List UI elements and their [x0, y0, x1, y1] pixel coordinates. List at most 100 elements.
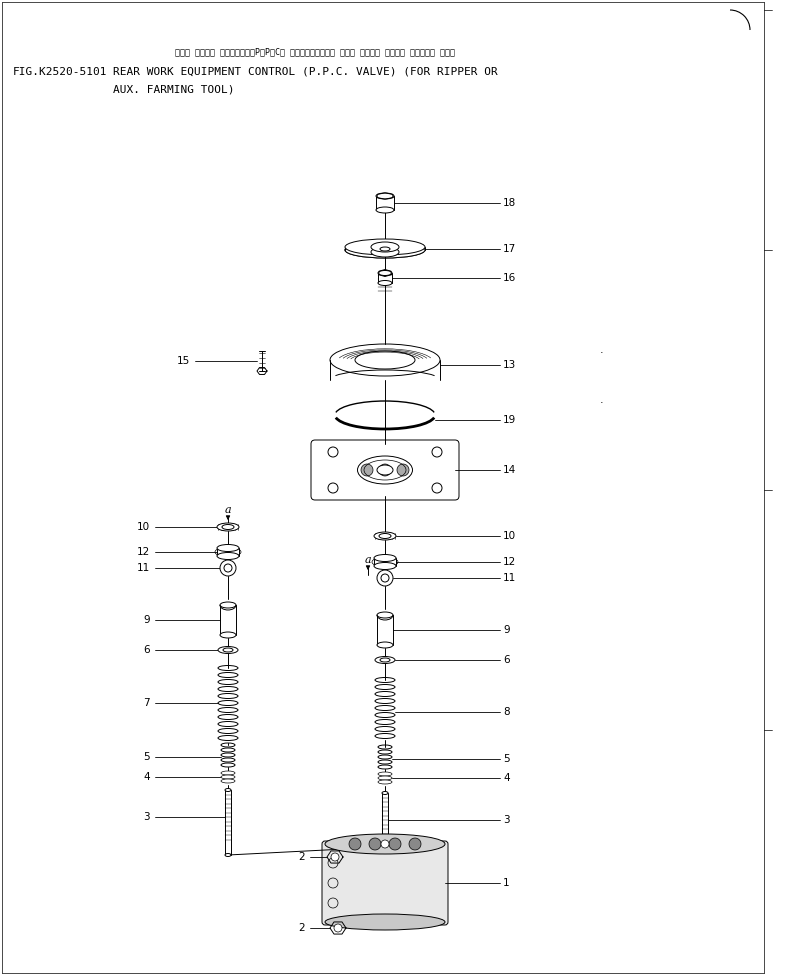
- Ellipse shape: [355, 351, 415, 369]
- Ellipse shape: [217, 553, 239, 560]
- Ellipse shape: [225, 789, 231, 792]
- Ellipse shape: [221, 775, 235, 779]
- Circle shape: [389, 838, 401, 850]
- Text: .: .: [600, 395, 604, 405]
- Ellipse shape: [374, 563, 396, 569]
- Ellipse shape: [374, 555, 396, 562]
- Ellipse shape: [223, 648, 233, 652]
- Circle shape: [328, 483, 338, 493]
- Ellipse shape: [222, 525, 234, 529]
- Ellipse shape: [371, 242, 399, 252]
- Text: 8: 8: [503, 707, 509, 717]
- Text: リヤー サギヨキ コントロール（P．P．C． バルブ）（リッパー マタハ ノウコウ サギヨキ ソウチャク ヨコ）: リヤー サギヨキ コントロール（P．P．C． バルブ）（リッパー マタハ ノウコ…: [175, 48, 455, 57]
- Circle shape: [377, 570, 393, 586]
- Text: 17: 17: [503, 244, 516, 254]
- Circle shape: [361, 464, 373, 476]
- Circle shape: [349, 838, 361, 850]
- Ellipse shape: [380, 247, 390, 251]
- Ellipse shape: [345, 242, 425, 258]
- Circle shape: [328, 447, 338, 457]
- Text: 2: 2: [299, 923, 305, 933]
- Ellipse shape: [377, 465, 393, 475]
- Ellipse shape: [378, 772, 392, 776]
- Ellipse shape: [217, 523, 239, 531]
- Ellipse shape: [371, 247, 399, 257]
- Ellipse shape: [377, 642, 393, 648]
- Text: 19: 19: [503, 415, 516, 425]
- Ellipse shape: [375, 656, 395, 664]
- Text: 5: 5: [143, 752, 150, 762]
- Text: 15: 15: [177, 356, 190, 366]
- FancyBboxPatch shape: [322, 841, 448, 925]
- Ellipse shape: [330, 344, 440, 376]
- Ellipse shape: [378, 780, 392, 784]
- Text: 3: 3: [503, 815, 509, 825]
- Ellipse shape: [218, 646, 238, 653]
- Ellipse shape: [325, 914, 445, 930]
- Text: 13: 13: [503, 360, 516, 370]
- Text: 4: 4: [143, 772, 150, 782]
- Ellipse shape: [220, 602, 236, 608]
- Text: 5: 5: [503, 754, 509, 764]
- Text: 7: 7: [143, 698, 150, 708]
- Ellipse shape: [345, 239, 425, 255]
- Ellipse shape: [377, 612, 393, 618]
- Circle shape: [224, 564, 232, 572]
- Text: 9: 9: [143, 615, 150, 625]
- Circle shape: [397, 464, 409, 476]
- Text: a: a: [225, 505, 231, 515]
- Circle shape: [369, 838, 381, 850]
- Text: 3: 3: [143, 812, 150, 822]
- Text: REAR WORK EQUIPMENT CONTROL (P.P.C. VALVE) (FOR RIPPER OR: REAR WORK EQUIPMENT CONTROL (P.P.C. VALV…: [113, 67, 498, 77]
- Circle shape: [409, 838, 421, 850]
- Ellipse shape: [382, 846, 388, 849]
- Ellipse shape: [379, 533, 391, 538]
- Text: 12: 12: [503, 557, 516, 567]
- Ellipse shape: [374, 532, 396, 540]
- Text: FIG.K2520-5101: FIG.K2520-5101: [13, 67, 108, 77]
- Text: AUX. FARMING TOOL): AUX. FARMING TOOL): [113, 85, 234, 95]
- Text: 16: 16: [503, 273, 516, 283]
- Circle shape: [220, 560, 236, 576]
- Ellipse shape: [325, 834, 445, 854]
- FancyBboxPatch shape: [311, 440, 459, 500]
- Circle shape: [381, 574, 389, 582]
- Text: 10: 10: [503, 531, 516, 541]
- Ellipse shape: [225, 853, 231, 856]
- Text: 12: 12: [137, 547, 150, 557]
- Text: 11: 11: [503, 573, 516, 583]
- Ellipse shape: [382, 792, 388, 795]
- Ellipse shape: [221, 771, 235, 775]
- Ellipse shape: [221, 779, 235, 783]
- Bar: [378, 273, 392, 283]
- Text: 1: 1: [503, 878, 509, 888]
- Text: 10: 10: [137, 522, 150, 532]
- Ellipse shape: [378, 281, 392, 286]
- Ellipse shape: [376, 207, 394, 213]
- Ellipse shape: [217, 544, 239, 552]
- Text: 6: 6: [503, 655, 509, 665]
- Text: 9: 9: [503, 625, 509, 635]
- Ellipse shape: [380, 658, 390, 662]
- Text: 18: 18: [503, 198, 516, 208]
- Text: 11: 11: [137, 563, 150, 573]
- Ellipse shape: [376, 193, 394, 199]
- Circle shape: [432, 447, 442, 457]
- Circle shape: [331, 853, 339, 861]
- Circle shape: [432, 483, 442, 493]
- Ellipse shape: [220, 632, 236, 638]
- Text: 6: 6: [143, 645, 150, 655]
- Text: 4: 4: [503, 773, 509, 783]
- Text: a: a: [365, 555, 371, 565]
- Text: .: .: [600, 345, 604, 355]
- Bar: [376, 196, 394, 210]
- Ellipse shape: [378, 270, 392, 276]
- Ellipse shape: [358, 456, 413, 484]
- Circle shape: [334, 924, 342, 932]
- Circle shape: [381, 840, 389, 848]
- Text: 2: 2: [299, 852, 305, 862]
- Ellipse shape: [378, 776, 392, 780]
- Circle shape: [379, 464, 391, 476]
- Ellipse shape: [345, 242, 425, 258]
- Text: 14: 14: [503, 465, 516, 475]
